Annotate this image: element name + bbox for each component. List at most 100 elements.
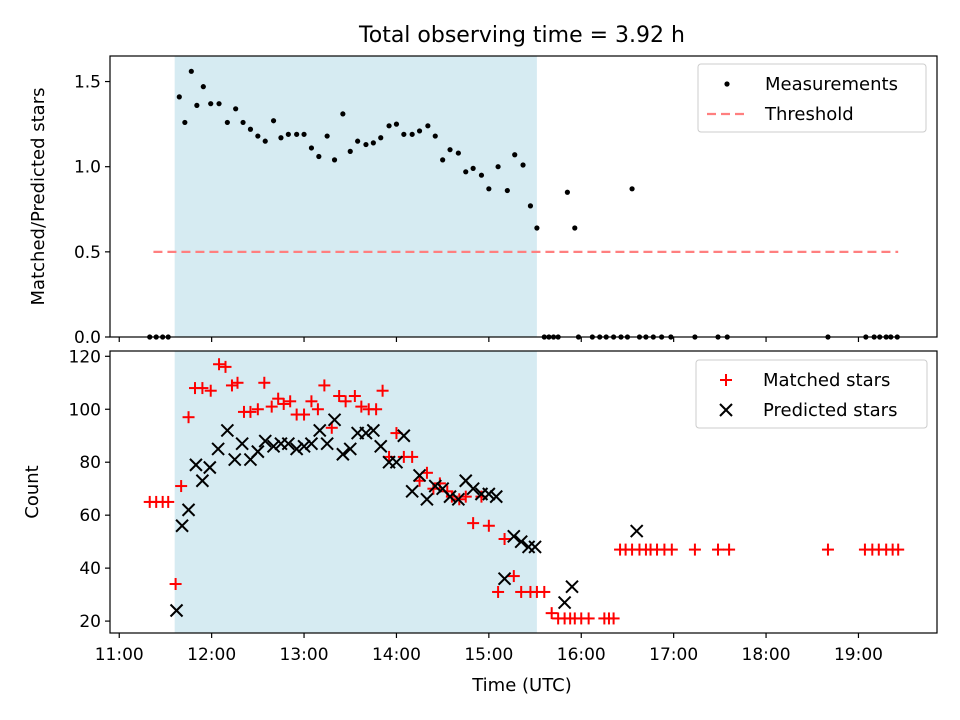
measurement-point bbox=[278, 135, 284, 141]
measurement-point bbox=[495, 164, 501, 170]
x-tick-label: 16:00 bbox=[557, 645, 606, 665]
predicted-star-point bbox=[181, 503, 196, 517]
matched-star-point bbox=[272, 392, 285, 405]
measurement-point bbox=[340, 111, 346, 117]
x-tick-label: 19:00 bbox=[834, 645, 883, 665]
predicted-star-point bbox=[336, 447, 350, 461]
top-axes-frame bbox=[109, 55, 938, 338]
bot-y-tick-label: 20 bbox=[79, 612, 101, 632]
predicted-star-point bbox=[327, 413, 342, 427]
measurement-point bbox=[233, 106, 239, 112]
measurement-point bbox=[447, 147, 453, 153]
matched-star-point bbox=[545, 607, 558, 620]
matched-star-point bbox=[370, 403, 383, 416]
matched-star-point bbox=[244, 405, 257, 418]
bot-y-tick-label: 60 bbox=[79, 506, 101, 526]
legend-predicted-label: Predicted stars bbox=[763, 400, 897, 421]
measurement-point bbox=[182, 119, 188, 126]
matched-star-point bbox=[376, 384, 389, 397]
measurement-point bbox=[478, 172, 485, 178]
measurement-point bbox=[378, 135, 384, 141]
predicted-star-point bbox=[169, 603, 184, 618]
measurement-point bbox=[240, 119, 246, 126]
predicted-star-point bbox=[514, 534, 528, 549]
matched-star-point bbox=[175, 480, 188, 493]
measurement-point bbox=[200, 84, 206, 90]
measurement-point bbox=[363, 141, 369, 148]
matched-star-point bbox=[225, 379, 238, 392]
predicted-star-point bbox=[507, 529, 521, 544]
predicted-star-point bbox=[466, 481, 480, 496]
predicted-star-point bbox=[228, 452, 242, 467]
predicted-star-point bbox=[304, 436, 319, 451]
measurement-point bbox=[176, 94, 182, 100]
measurement-point bbox=[401, 131, 407, 137]
matched-star-point bbox=[498, 533, 511, 545]
matched-star-point bbox=[265, 400, 278, 413]
measurement-point bbox=[194, 102, 200, 108]
matched-star-point bbox=[348, 390, 361, 403]
predicted-star-point bbox=[220, 423, 235, 438]
top-y-axis-label: Matched/Predicted stars bbox=[28, 88, 49, 306]
measurement-point bbox=[247, 126, 254, 132]
legend-predicted-marker bbox=[719, 403, 733, 417]
top-legend: Measurements Threshold bbox=[697, 63, 927, 133]
matched-star-point bbox=[467, 517, 480, 530]
predicted-star-point bbox=[195, 474, 210, 488]
legend-matched-label: Matched stars bbox=[763, 370, 890, 391]
measurement-point bbox=[564, 189, 570, 195]
predicted-star-point bbox=[443, 489, 457, 504]
predicted-star-point bbox=[565, 579, 579, 594]
predicted-star-point bbox=[320, 436, 334, 451]
matched-star-point bbox=[298, 408, 311, 421]
measurement-point bbox=[262, 138, 268, 144]
predicted-star-point bbox=[211, 442, 225, 456]
measurement-point bbox=[520, 162, 526, 168]
legend-measurements-marker bbox=[724, 81, 730, 87]
predicted-star-point bbox=[366, 423, 381, 438]
matched-star-point bbox=[258, 376, 271, 389]
measurement-point bbox=[534, 225, 540, 231]
measurement-point bbox=[504, 187, 510, 194]
matched-star-point bbox=[213, 358, 226, 371]
measurement-point bbox=[216, 101, 222, 107]
matched-star-point bbox=[339, 395, 352, 408]
predicted-star-point bbox=[397, 429, 411, 443]
predicted-star-point bbox=[412, 468, 427, 483]
measurement-point bbox=[527, 203, 534, 209]
x-tick-label: 12:00 bbox=[187, 645, 236, 665]
measurement-point bbox=[301, 131, 307, 137]
x-tick-label: 14:00 bbox=[372, 645, 421, 665]
chart-title: Total observing time = 3.92 h bbox=[358, 23, 685, 48]
measurement-point bbox=[316, 153, 322, 160]
measurement-point bbox=[409, 131, 415, 137]
measurement-point bbox=[324, 133, 330, 139]
top-y-tick-label: 1.5 bbox=[74, 73, 101, 93]
x-tick-label: 11:00 bbox=[95, 645, 144, 665]
matched-star-point bbox=[333, 390, 346, 403]
measurement-point bbox=[355, 138, 361, 144]
matched-star-point bbox=[507, 570, 520, 583]
matched-star-point bbox=[305, 395, 318, 408]
measurement-point bbox=[386, 123, 392, 129]
top-y-tick-label: 0.5 bbox=[74, 243, 101, 263]
predicted-star-point bbox=[235, 436, 249, 451]
matched-star-point bbox=[482, 519, 495, 532]
matched-star-point bbox=[665, 543, 678, 556]
predicted-star-point bbox=[374, 439, 388, 454]
predicted-star-point bbox=[251, 444, 265, 459]
matched-star-point bbox=[231, 376, 244, 389]
measurement-point bbox=[432, 133, 438, 139]
x-tick-label: 17:00 bbox=[649, 645, 698, 665]
predicted-star-point bbox=[521, 540, 536, 554]
top-observing-span bbox=[174, 56, 537, 337]
matched-star-point bbox=[182, 411, 195, 424]
matched-star-point bbox=[821, 543, 834, 556]
measurement-point bbox=[425, 123, 431, 129]
matched-star-point bbox=[607, 612, 620, 625]
predicted-star-point bbox=[343, 442, 357, 456]
matched-star-point bbox=[219, 360, 232, 373]
predicted-star-point bbox=[203, 460, 217, 475]
predicted-star-point bbox=[482, 487, 496, 501]
bot-y-tick-label: 120 bbox=[69, 347, 101, 367]
